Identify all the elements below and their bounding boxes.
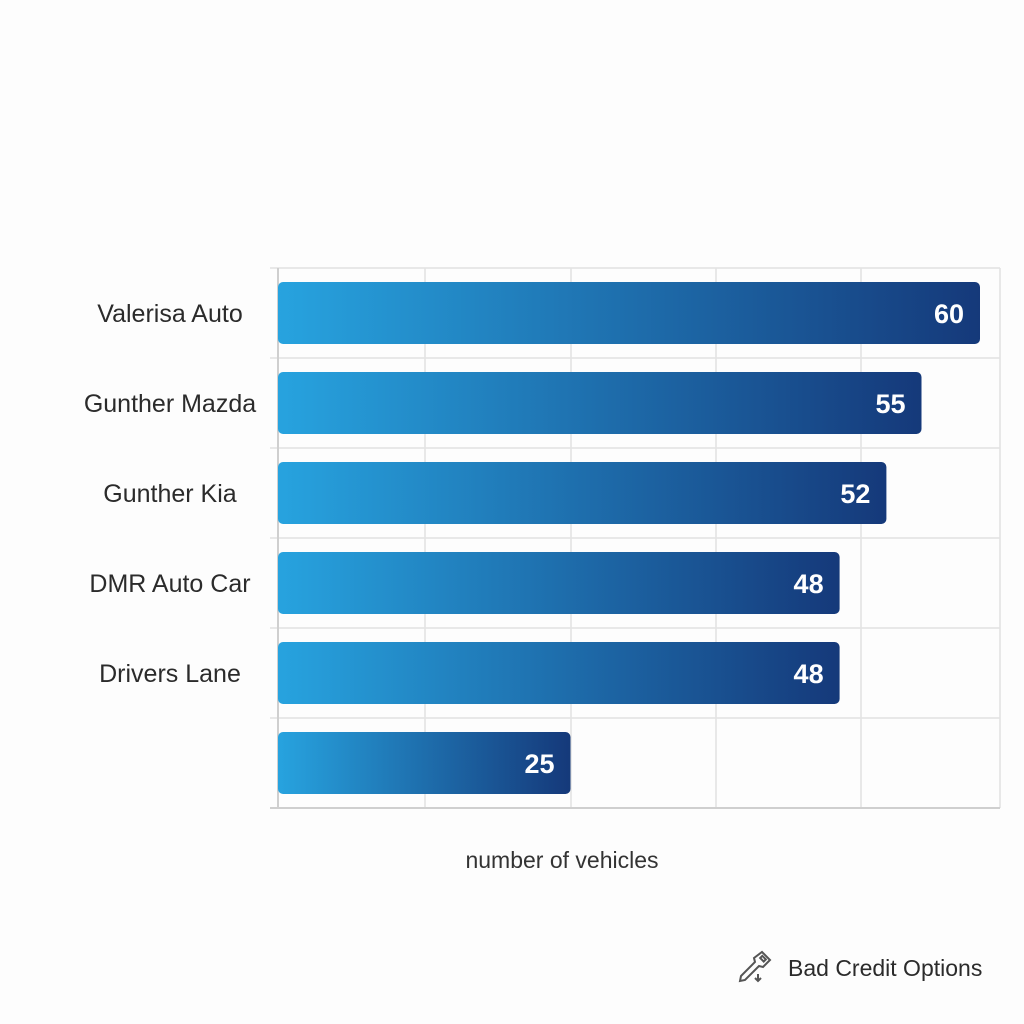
data-label: 60 [934, 299, 964, 329]
bar [278, 642, 840, 704]
bar [278, 462, 887, 524]
footer-brand: Bad Credit Options [736, 948, 982, 988]
category-label: Gunther Mazda [84, 390, 256, 418]
key-icon [738, 950, 772, 983]
data-label: 25 [524, 749, 554, 779]
bar [278, 372, 922, 434]
x-axis-label: number of vehicles [465, 847, 658, 873]
data-label: 48 [794, 569, 824, 599]
data-label: 52 [840, 479, 870, 509]
category-label: Gunther Kia [103, 480, 237, 508]
footer-label: Bad Credit Options [788, 954, 983, 981]
category-label: Drivers Lane [99, 660, 241, 688]
data-label: 48 [794, 659, 824, 689]
bar [278, 282, 980, 344]
bar [278, 552, 840, 614]
data-label: 55 [875, 389, 905, 419]
category-label: DMR Auto Car [89, 570, 250, 598]
category-label: Valerisa Auto [97, 300, 242, 328]
bar [278, 732, 571, 794]
